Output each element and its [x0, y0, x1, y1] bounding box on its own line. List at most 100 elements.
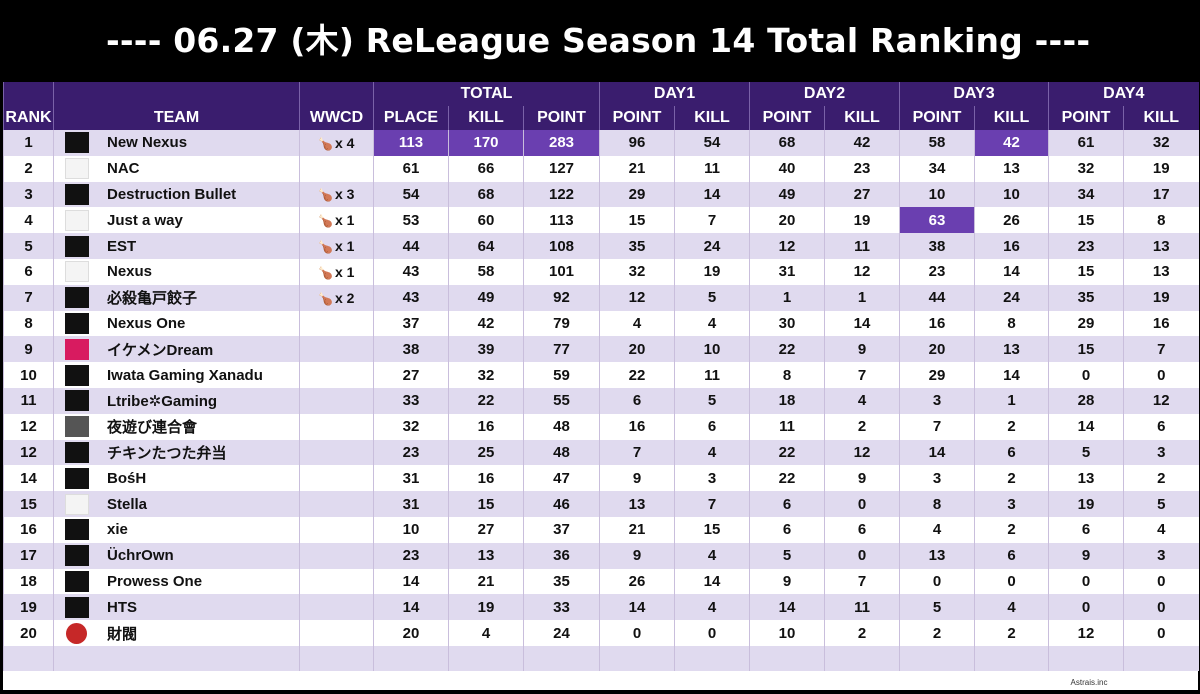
team-cell: 必殺亀戸餃子 [53, 284, 300, 311]
rank-cell: 16 [3, 516, 54, 543]
ranking-sheet: TOTAL DAY1 DAY2 DAY3 DAY4 RANK TEAM WWCD… [3, 82, 1199, 676]
empty-cell [1048, 645, 1124, 671]
d1p-cell: 9 [599, 465, 675, 492]
kill-cell: 60 [448, 207, 524, 234]
d3p-cell: 2 [899, 620, 975, 646]
pmrl-logo [65, 183, 89, 205]
header-day1: DAY1 [599, 82, 750, 106]
wwcd-cell [299, 413, 374, 440]
d3p-cell: 0 [899, 568, 975, 595]
point-cell: 36 [522, 542, 600, 569]
point-cell: 35 [522, 568, 600, 595]
d3p-cell: 38 [899, 233, 975, 259]
kill-cell: 4 [448, 620, 524, 646]
wwcd-cell [299, 542, 374, 569]
d1k-cell: 5 [674, 387, 750, 414]
d3k-cell: 42 [974, 130, 1049, 156]
rank-cell: 8 [3, 310, 54, 337]
place-cell: 10 [373, 516, 449, 543]
point-cell: 24 [522, 620, 600, 646]
d4k-cell: 13 [1123, 233, 1199, 259]
chicken-leg-icon: 🍗 [318, 136, 333, 151]
d3k-cell: 6 [974, 542, 1049, 569]
d2p-cell: 22 [749, 465, 825, 492]
header-day3: DAY3 [899, 82, 1049, 106]
team-name: xie [107, 521, 128, 539]
kill-cell: 13 [448, 542, 524, 569]
d3k-cell: 24 [974, 284, 1049, 311]
d4k-cell: 0 [1123, 362, 1199, 388]
d4k-cell: 6 [1123, 413, 1199, 440]
rank-cell: 14 [3, 465, 54, 492]
table-row: 3 Destruction Bullet 🍗 x 3 54 68 122 29 14 49 27 10… [3, 181, 1199, 208]
point-cell: 127 [522, 155, 600, 182]
rank-cell: 1 [3, 130, 54, 156]
place-cell: 33 [373, 387, 449, 414]
point-cell: 48 [522, 439, 600, 466]
d1k-cell: 19 [674, 258, 750, 285]
d4p-cell: 0 [1048, 594, 1124, 621]
team-name: HTS [107, 598, 137, 616]
place-cell: 31 [373, 465, 449, 492]
d2p-cell: 68 [749, 130, 825, 156]
team-cell: ÜchrOwn [53, 542, 300, 569]
point-cell: 33 [522, 594, 600, 621]
d3k-cell: 8 [974, 310, 1049, 337]
table-row: 20 財閥 20 4 24 0 0 10 2 2 2 12 0 [3, 620, 1199, 646]
d4k-cell: 17 [1123, 181, 1199, 208]
just-a-way-logo [65, 209, 89, 231]
place-cell: 14 [373, 568, 449, 595]
d3p-cell: 58 [899, 130, 975, 156]
chicken-leg-icon: 🍗 [318, 214, 333, 229]
place-cell: 43 [373, 284, 449, 311]
d2k-cell: 19 [824, 207, 900, 234]
d3k-cell: 14 [974, 258, 1049, 285]
d3p-cell: 44 [899, 284, 975, 311]
d4p-cell: 6 [1048, 516, 1124, 543]
d1k-cell: 6 [674, 413, 750, 440]
team-name: Nexus One [107, 314, 186, 332]
d1p-cell: 13 [599, 491, 675, 517]
d3k-cell: 2 [974, 465, 1049, 492]
d1p-cell: 35 [599, 233, 675, 259]
table-row: 17 ÜchrOwn 23 13 36 9 4 5 0 13 6 9 3 [3, 542, 1199, 569]
place-cell: 43 [373, 258, 449, 285]
wwcd-cell [299, 594, 374, 621]
team-name: ÜchrOwn [107, 547, 174, 565]
place-cell: 53 [373, 207, 449, 234]
table-row: 11 Ltribe✲Gaming 33 22 55 6 5 18 4 3 1 28 12 [3, 387, 1199, 414]
rank-cell: 18 [3, 568, 54, 595]
chicken-leg-icon: 🍗 [318, 291, 333, 306]
rank-cell: 15 [3, 491, 54, 517]
d2k-cell: 6 [824, 516, 900, 543]
d1k-cell: 4 [674, 310, 750, 337]
header-kill: KILL [674, 106, 750, 130]
empty-row [3, 645, 1199, 671]
pmrl-logo [65, 287, 89, 309]
d1p-cell: 29 [599, 181, 675, 208]
d3k-cell: 6 [974, 439, 1049, 466]
d4k-cell: 8 [1123, 207, 1199, 234]
wwcd-cell: 🍗 x 1 [299, 258, 374, 285]
kill-cell: 49 [448, 284, 524, 311]
rank-cell: 5 [3, 233, 54, 259]
rank-cell: 3 [3, 181, 54, 208]
empty-cell [373, 645, 449, 671]
d4p-cell: 12 [1048, 620, 1124, 646]
team-name: 夜遊び連合會 [107, 419, 198, 437]
d4p-cell: 14 [1048, 413, 1124, 440]
table-row: 9 イケメンDream 38 39 77 20 10 22 9 20 13 15 7 [3, 336, 1199, 363]
kill-cell: 25 [448, 439, 524, 466]
d2k-cell: 1 [824, 284, 900, 311]
d2k-cell: 4 [824, 387, 900, 414]
ltribe-logo [65, 390, 89, 412]
d2p-cell: 20 [749, 207, 825, 234]
d1k-cell: 24 [674, 233, 750, 259]
d2k-cell: 9 [824, 465, 900, 492]
d1k-cell: 10 [674, 336, 750, 363]
empty-cell [299, 645, 374, 671]
rank-cell: 17 [3, 542, 54, 569]
kill-cell: 15 [448, 491, 524, 517]
rank-cell: 19 [3, 594, 54, 621]
team-cell: Just a way [53, 207, 300, 234]
